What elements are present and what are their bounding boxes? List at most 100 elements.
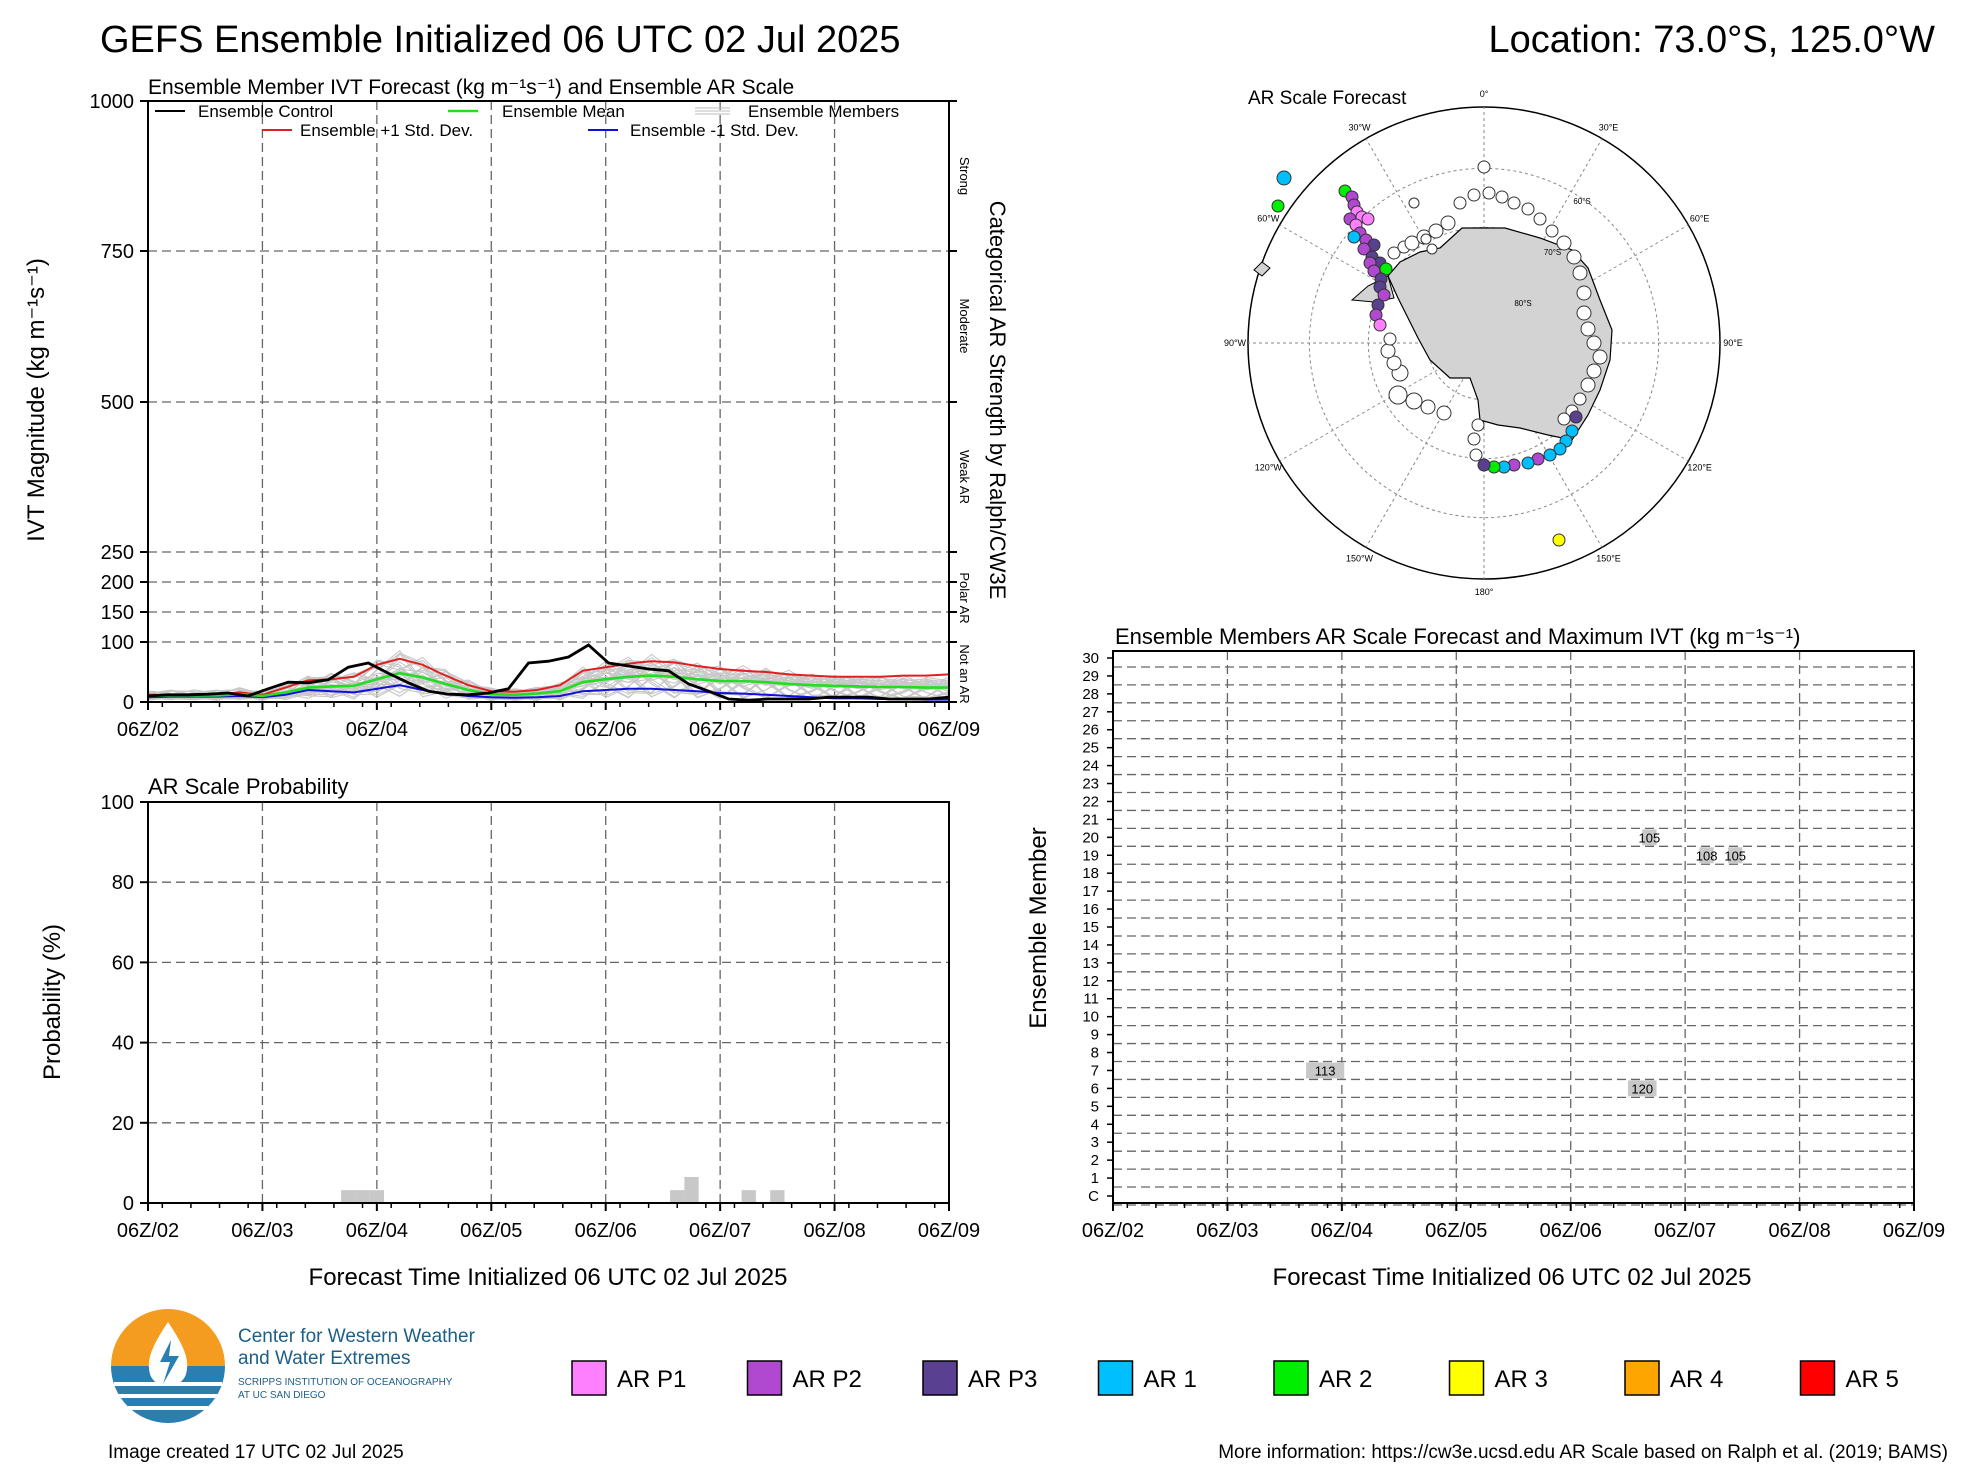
legend-label-ar-2: AR 2 (1319, 1366, 1372, 1393)
logo-bolt-icon (160, 1340, 179, 1384)
map-ar-marker (1533, 212, 1547, 226)
ivt-x-tick-label: 06Z/05 (460, 719, 522, 741)
map-longitude-label: 90°E (1723, 338, 1743, 348)
prob-x-tick-label: 06Z/07 (689, 1220, 751, 1242)
member-y-tick-label: 18 (1082, 865, 1099, 882)
ivt-plus-sd-line (148, 657, 950, 696)
member-y-tick-label: 2 (1091, 1152, 1099, 1169)
legend-label-ar-5: AR 5 (1846, 1366, 1899, 1393)
map-ar-marker (1471, 418, 1485, 432)
prob-x-tick-label: 06Z/04 (346, 1220, 408, 1242)
legend-swatch-ar-p1 (571, 1360, 607, 1396)
ar-scale-legend: AR P1 AR P2 AR P3 AR 1 AR 2 AR 3 AR 4 AR 5 (571, 1360, 1899, 1396)
member-y-tick-label: 13 (1082, 955, 1099, 972)
map-latitude-label: 80°S (1514, 299, 1531, 308)
member-y-tick-label: 26 (1082, 722, 1099, 739)
map-longitude-label: 150°W (1346, 554, 1374, 564)
map-ar-marker (1576, 285, 1592, 301)
map-longitude-label: 60°W (1257, 214, 1280, 224)
map-ar-scale-markers (1271, 160, 1608, 547)
member-y-tick-label: 1 (1091, 1170, 1099, 1187)
logo-line-3: SCRIPPS INSTITUTION OF OCEANOGRAPHY (238, 1377, 453, 1388)
map-title: AR Scale Forecast (1248, 88, 1407, 109)
prob-bar (355, 1190, 370, 1203)
ivt-y-axis-title: IVT Magnitude (kg m⁻¹s⁻¹) (23, 258, 50, 542)
member-y-tick-label: 4 (1091, 1116, 1099, 1133)
legend-members-label: Ensemble Members (748, 102, 899, 121)
probability-plot-frame (147, 801, 950, 1204)
prob-y-tick-label: 20 (112, 1113, 134, 1135)
probability-panel-title: AR Scale Probability (148, 774, 349, 799)
legend-label-ar-p3: AR P3 (968, 1366, 1037, 1393)
legend-swatch-ar-5 (1799, 1360, 1836, 1396)
ivt-y-tick-label: 0 (123, 692, 134, 714)
ivt-y-tick-label: 150 (101, 602, 134, 624)
prob-y-tick-label: 100 (101, 792, 134, 814)
probability-y-axis: 0 20 40 60 80 100 (101, 792, 148, 1215)
member-cell-label: 120 (1631, 1081, 1653, 1096)
legend-swatch-ar-3 (1448, 1360, 1485, 1396)
category-weak: Weak AR (957, 450, 972, 504)
ivt-x-tick-label: 06Z/02 (117, 719, 179, 741)
probability-x-axis: 06Z/02 06Z/03 06Z/04 06Z/05 06Z/06 06Z/07 06Z/… (117, 1203, 980, 1242)
ivt-y-tick-label: 250 (101, 542, 134, 564)
member-x-tick-label: 06Z/02 (1082, 1220, 1144, 1242)
map-ar-marker (1440, 215, 1456, 231)
member-x-tick-label: 06Z/09 (1883, 1220, 1945, 1242)
map-longitude-label: 180° (1475, 587, 1494, 597)
ivt-x-axis: 06Z/02 06Z/03 06Z/04 06Z/05 06Z/06 06Z/07 06Z/… (117, 702, 980, 741)
map-latitude-label: 70°S (1544, 248, 1561, 257)
map-ar-marker (1552, 533, 1566, 547)
prob-x-tick-label: 06Z/02 (117, 1220, 179, 1242)
member-x-axis: 06Z/02 06Z/03 06Z/04 06Z/05 06Z/06 06Z/07 06Z/… (1082, 1203, 1945, 1242)
prob-y-tick-label: 60 (112, 952, 134, 974)
legend-members-swatch (695, 107, 730, 115)
ivt-mean-line (147, 671, 949, 698)
map-ar-marker (1543, 448, 1557, 462)
prob-bar (770, 1190, 785, 1203)
map-ar-marker (1580, 321, 1596, 337)
prob-bar (741, 1190, 756, 1203)
member-y-tick-label: 27 (1082, 704, 1099, 721)
map-ar-marker (1556, 235, 1572, 251)
legend-label-ar-p2: AR P2 (793, 1366, 862, 1393)
member-x-tick-label: 06Z/04 (1311, 1220, 1373, 1242)
map-longitude-label: 90°W (1224, 338, 1247, 348)
map-ar-marker (1572, 265, 1588, 281)
member-y-tick-label: 22 (1082, 793, 1099, 810)
map-ar-marker (1404, 235, 1420, 251)
ar-scale-map-panel: AR Scale Forecast 0° 30°E 60°E 90°E 120°E 150… (1224, 88, 1743, 597)
map-ar-marker (1576, 305, 1592, 321)
member-cell-label: 105 (1724, 848, 1746, 863)
ivt-x-tick-label: 06Z/07 (689, 719, 751, 741)
legend-swatch-ar-p2 (746, 1360, 783, 1396)
member-y-tick-label: 21 (1082, 811, 1099, 828)
legend-control-label: Ensemble Control (198, 102, 333, 121)
logo-line-4: AT UC SAN DIEGO (238, 1390, 326, 1401)
ivt-member-line (147, 660, 950, 700)
member-y-tick-label: C (1088, 1188, 1099, 1205)
map-longitude-label: 30°E (1599, 122, 1619, 132)
category-not-ar: Not an AR (957, 644, 972, 703)
map-ar-marker (1276, 170, 1292, 186)
map-ar-marker (1380, 343, 1396, 359)
ivt-series-lines (147, 643, 950, 702)
prob-x-tick-label: 06Z/08 (803, 1220, 865, 1242)
map-ar-marker (1553, 442, 1567, 456)
legend-mean-label: Ensemble Mean (502, 102, 625, 121)
member-y-tick-label: 5 (1091, 1098, 1099, 1115)
prob-bar (369, 1190, 385, 1203)
ivt-x-tick-label: 06Z/09 (918, 719, 980, 741)
member-y-tick-label: 12 (1082, 973, 1099, 990)
legend-plus-sd-label: Ensemble +1 Std. Dev. (300, 121, 473, 140)
footer-created: Image created 17 UTC 02 Jul 2025 (108, 1442, 404, 1463)
member-y-tick-label: 14 (1082, 937, 1099, 954)
map-ar-marker (1565, 424, 1579, 438)
ivt-x-tick-label: 06Z/04 (346, 719, 408, 741)
map-ar-marker (1586, 335, 1602, 351)
map-longitude-label: 30°W (1348, 122, 1371, 132)
member-y-tick-label: 24 (1082, 758, 1099, 775)
figure-title: GEFS Ensemble Initialized 06 UTC 02 Jul … (100, 19, 901, 61)
member-cell (1306, 1062, 1345, 1079)
